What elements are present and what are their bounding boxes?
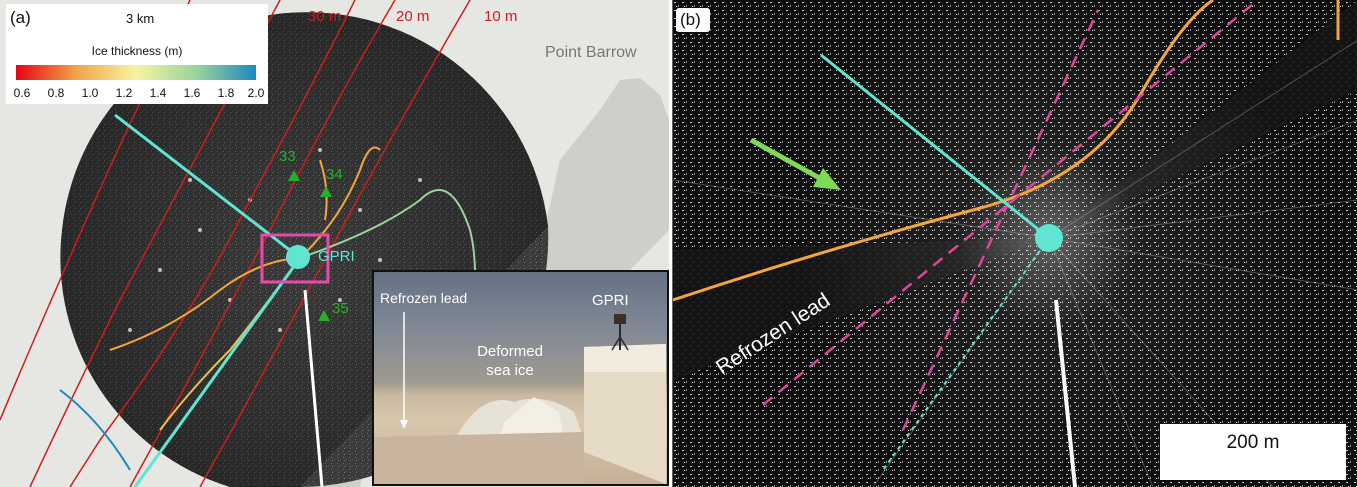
legend-tick: 1.2 <box>115 86 133 100</box>
inset-scene <box>374 312 666 484</box>
green-arrow-head <box>813 168 841 190</box>
inset-photo: Refrozen lead Deformed sea ice GPRI <box>372 270 669 486</box>
dashed-lead-2 <box>901 9 1100 431</box>
legend-tick: 1.6 <box>183 86 201 100</box>
contour-10m <box>199 0 471 487</box>
inset-label-gpri: GPRI <box>592 292 629 309</box>
gpri-line-sw <box>133 257 302 487</box>
gpri-dot-a <box>286 245 310 269</box>
inset-label-deformed-ice: Deformed sea ice <box>477 343 543 379</box>
marker-label-34: 34 <box>326 166 343 183</box>
legend-tick: 0.6 <box>13 86 31 100</box>
track-4 <box>59 389 131 471</box>
place-name: Point Barrow <box>545 44 637 61</box>
panel-b-label-bg <box>676 8 710 32</box>
scale-bar-b-label: 200 m <box>1226 432 1280 453</box>
gpri-dot-b <box>1035 224 1063 252</box>
marker-label-35: 35 <box>332 300 349 317</box>
zoom-box <box>260 233 330 284</box>
legend-tick: 2.0 <box>247 86 265 100</box>
contour-label-10m: 10 m <box>484 8 518 25</box>
white-line-b <box>1054 299 1077 487</box>
green-arrow-shaft <box>749 137 825 183</box>
contour-label-30m: 30 m <box>308 8 342 25</box>
legend-title: Ice thickness (m) <box>91 44 183 58</box>
scale-bar-b: 200 m <box>1160 424 1346 480</box>
gpri-line-b <box>820 53 1050 240</box>
panel-b <box>672 0 1357 487</box>
orange-track <box>673 0 1214 302</box>
inset-label-refrozen-lead: Refrozen lead <box>380 290 468 306</box>
legend-tick: 1.8 <box>217 86 235 100</box>
contour-30m <box>69 0 356 487</box>
panel-a-label: (a) <box>10 8 31 27</box>
thickness-legend: 3 km Ice thickness (m) 0.6 0.8 1.0 1.2 1… <box>6 4 268 104</box>
contour-label-20m: 20 m <box>396 8 430 25</box>
legend-tick: 0.8 <box>47 86 65 100</box>
marker-35 <box>318 310 330 321</box>
radar-map-b <box>673 0 1357 487</box>
gpri-label-a: GPRI <box>318 248 355 265</box>
scale-bar-a-label: 3 km <box>126 11 155 26</box>
marker-33 <box>288 170 300 181</box>
contour-20m <box>129 0 396 487</box>
marker-label-33: 33 <box>279 148 296 165</box>
legend-tick: 1.0 <box>81 86 99 100</box>
legend-tick: 1.4 <box>149 86 167 100</box>
dashed-lead-1 <box>762 0 1259 406</box>
panel-a: 3 km Ice thickness (m) 0.6 0.8 1.0 1.2 1… <box>0 0 669 487</box>
color-scale-bar <box>16 65 256 80</box>
marker-34 <box>320 186 332 197</box>
panel-b-label: (b) <box>680 10 701 29</box>
white-line-south <box>303 289 324 487</box>
